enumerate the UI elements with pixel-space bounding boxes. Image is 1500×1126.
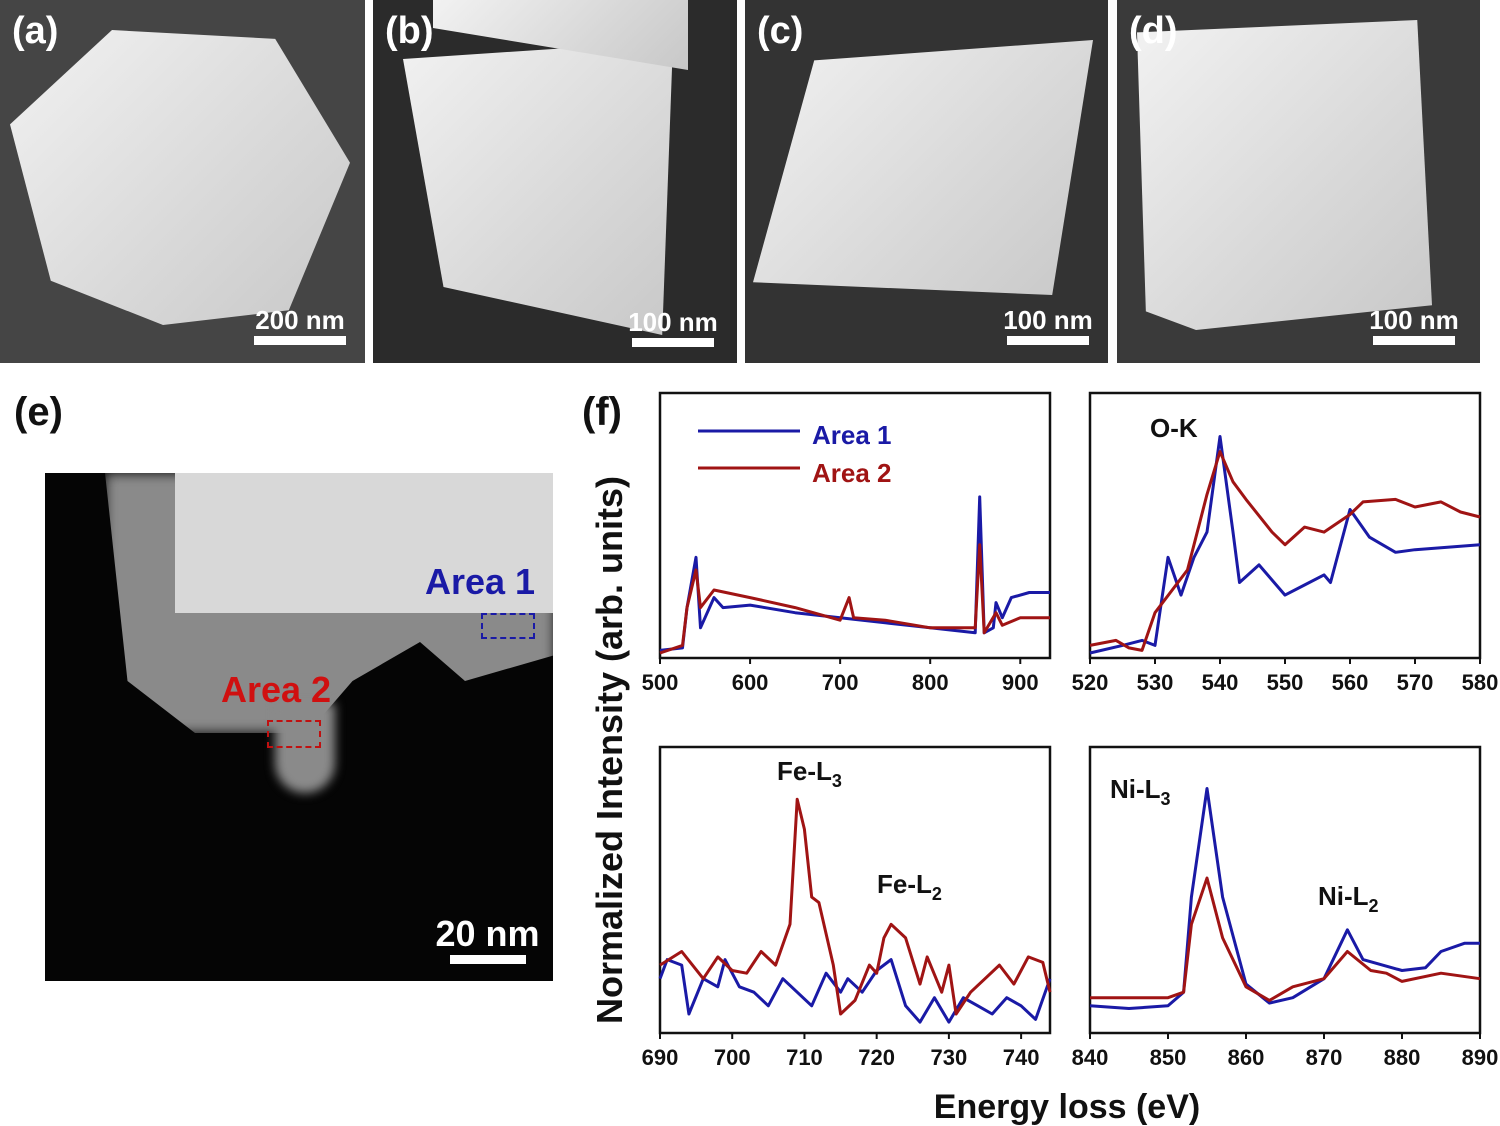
cube-particle	[403, 41, 673, 335]
x-tick-label: 740	[1003, 1045, 1040, 1070]
x-tick-label: 890	[1462, 1045, 1499, 1070]
spectrum-plot-3: 690 700 710 720 730 740	[642, 745, 1052, 1070]
sem-image-b: (b) 100 nm	[373, 0, 737, 363]
spectrum-plot-1: 500 600 700 800 900	[642, 391, 1052, 695]
panel-label-c: (c)	[757, 10, 804, 52]
rhombic-particle	[753, 40, 1093, 295]
hexagonal-particle	[10, 30, 350, 325]
legend-area2: Area 2	[812, 458, 892, 488]
x-tick-label: 500	[642, 670, 679, 695]
plot-frame	[658, 745, 1052, 1035]
panel-label-f: (f)	[582, 390, 622, 434]
series-area-2	[1089, 450, 1481, 652]
series-area-1	[1089, 787, 1480, 1010]
x-tick-label: 900	[1002, 670, 1039, 695]
series-area-1	[659, 495, 1050, 652]
cube-particle	[1137, 20, 1432, 330]
scale-bar-a: 200 nm	[245, 305, 355, 345]
x-tick-label: 860	[1228, 1045, 1265, 1070]
x-tick-label: 530	[1137, 670, 1174, 695]
series-area-1	[1089, 435, 1481, 655]
area2-box	[267, 720, 321, 748]
annotation-o-k: O-K	[1150, 413, 1198, 443]
x-tick-label: 730	[931, 1045, 968, 1070]
legend: Area 1 Area 2	[698, 420, 892, 488]
x-tick-label: 600	[732, 670, 769, 695]
annotation-ni-l3: Ni-L3	[1110, 774, 1171, 809]
area1-box	[481, 613, 535, 639]
series-area-2	[1090, 876, 1481, 1002]
x-tick-label: 840	[1072, 1045, 1109, 1070]
sem-image-c: (c) 100 nm	[745, 0, 1108, 363]
plot-frame	[1088, 745, 1482, 1035]
x-tick-label: 520	[1072, 670, 1109, 695]
x-tick-label: 700	[714, 1045, 751, 1070]
x-tick-label: 870	[1306, 1045, 1343, 1070]
x-tick-label: 560	[1332, 670, 1369, 695]
area1-label: Area 1	[425, 561, 536, 602]
panel-label-a: (a)	[12, 10, 59, 52]
x-tick-label: 850	[1150, 1045, 1187, 1070]
x-tick-label: 700	[822, 670, 859, 695]
plot-frame	[1088, 391, 1482, 660]
annotation-ni-l2: Ni-L2	[1318, 881, 1379, 916]
x-tick-label: 570	[1397, 670, 1434, 695]
legend-area1: Area 1	[812, 420, 892, 450]
panel-label-d: (d)	[1129, 10, 1178, 52]
series-area-1	[658, 958, 1052, 1024]
sem-image-d: (d) 100 nm	[1117, 0, 1480, 363]
scale-bar-e: 20 nm	[425, 913, 550, 964]
x-tick-label: 880	[1384, 1045, 1421, 1070]
scale-text: 100 nm	[628, 307, 718, 337]
annotation-fe-l3: Fe-L3	[777, 756, 842, 791]
core-region	[175, 473, 553, 613]
stem-image-e: Area 1 Area 2 20 nm	[45, 473, 553, 981]
x-tick-label: 550	[1267, 670, 1304, 695]
panel-label-e: (e)	[14, 390, 63, 434]
scale-text: 100 nm	[1003, 305, 1093, 335]
series-area-2	[659, 543, 1050, 655]
x-tick-label: 580	[1462, 670, 1499, 695]
panel-label-b: (b)	[385, 10, 434, 52]
scale-bar-c: 100 nm	[993, 305, 1103, 345]
annotation-fe-l2: Fe-L2	[877, 869, 942, 904]
x-tick-label: 720	[858, 1045, 895, 1070]
x-axis-label: Energy loss (eV)	[934, 1088, 1200, 1126]
plot-frame	[658, 391, 1052, 660]
spectrum-plot-4: 840 850 860 870 880 890	[1072, 745, 1499, 1070]
spectrum-plot-2: 520 530 540 550 560 570 580	[1072, 391, 1499, 695]
x-tick-label: 540	[1202, 670, 1239, 695]
scale-bar-b: 100 nm	[618, 307, 728, 347]
x-tick-label: 690	[642, 1045, 679, 1070]
series-area-2	[659, 797, 1052, 1016]
x-tick-label: 800	[912, 670, 949, 695]
sem-image-a: (a) 200 nm	[0, 0, 365, 363]
scale-bar-d: 100 nm	[1359, 305, 1469, 345]
x-tick-label: 710	[786, 1045, 823, 1070]
scale-text: 200 nm	[255, 305, 345, 335]
scale-text: 100 nm	[1369, 305, 1459, 335]
area2-label: Area 2	[221, 669, 332, 710]
y-axis-label: Normalized Intensity (arb. units)	[589, 476, 630, 1024]
shell-tip	[275, 703, 335, 793]
scale-text: 20 nm	[435, 913, 540, 954]
